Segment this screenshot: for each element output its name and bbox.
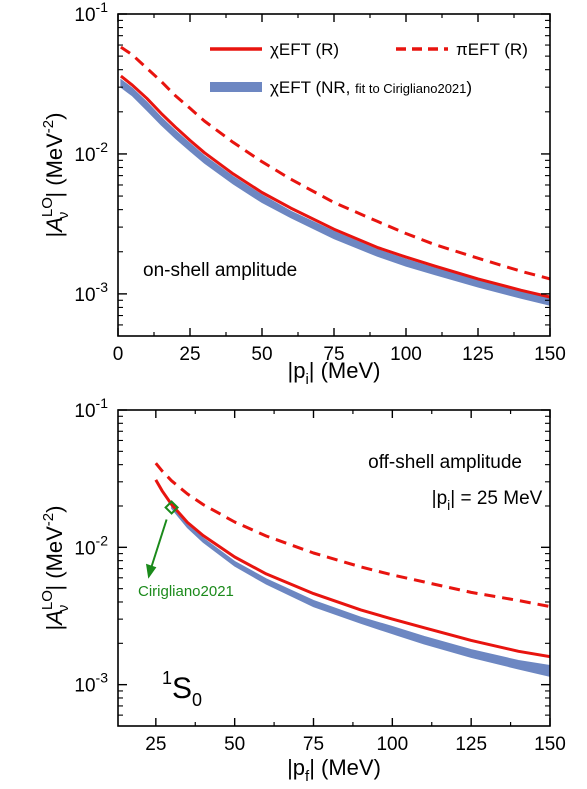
x-tick-label: 0 — [113, 344, 124, 365]
off-shell-ticks: 25 50 75 100 125 150 10-3 10-2 10-1 — [74, 395, 565, 755]
legend: χEFT (R) πEFT (R) χEFT (NR, fit to Cirig… — [210, 40, 528, 97]
svg-text:|pi| (MeV): |pi| (MeV) — [287, 358, 380, 388]
wave-label-1s0: 1S0 — [162, 668, 202, 710]
off-shell-plot-area — [154, 462, 550, 677]
legend-nr-band-swatch — [210, 82, 262, 92]
series-chi-r-line — [154, 479, 550, 659]
off-shell-condition: |pi| = 25 MeV — [432, 488, 543, 513]
series-pi-r-line — [154, 462, 550, 609]
legend-nr-label: χEFT (NR, fit to Cirigliano2021) — [270, 78, 472, 97]
x-tick-label: 150 — [534, 734, 566, 755]
series-nr-band — [171, 503, 550, 677]
legend-pi-r-label: πEFT (R) — [456, 40, 528, 59]
on-shell-annotation: on-shell amplitude — [143, 260, 297, 281]
legend-nr-small: fit to Cirigliano2021 — [355, 81, 466, 96]
y-tick-label: 10-3 — [74, 279, 108, 306]
cirigliano2021-arrow-head — [145, 563, 157, 579]
x-tick-label: 125 — [462, 344, 494, 365]
x-tick-label: 150 — [534, 344, 566, 365]
off-shell-annotation: off-shell amplitude — [368, 452, 522, 473]
x-tick-label: 75 — [303, 734, 324, 755]
svg-text:1S0: 1S0 — [162, 668, 202, 710]
off-shell-x-axis-title: |pf| (MeV) — [287, 755, 381, 785]
y-tick-label: 10-2 — [74, 532, 108, 559]
cirigliano2021-marker — [145, 500, 180, 579]
y-tick-label: 10-3 — [74, 670, 108, 697]
x-tick-label: 50 — [224, 734, 245, 755]
y-tick-label: 10-1 — [74, 395, 108, 422]
off-shell-frame — [117, 409, 551, 727]
svg-text:|pi| = 25 MeV: |pi| = 25 MeV — [432, 488, 543, 513]
off-shell-y-axis-title: |ALOν| (MeV-2) — [39, 506, 72, 631]
svg-text:|ALOν| (MeV-2): |ALOν| (MeV-2) — [39, 506, 72, 631]
cirigliano2021-diamond — [164, 500, 180, 515]
on-shell-plot-area — [119, 45, 550, 306]
cirigliano2021-arrow-shaft — [149, 519, 168, 570]
series-chi-r-line — [119, 74, 550, 299]
legend-nr-close: ) — [466, 78, 472, 97]
off-shell-panel: 25 50 75 100 125 150 10-3 10-2 10-1 off-shell am… — [39, 395, 566, 785]
on-shell-ticks: 0 25 50 75 100 125 150 10-3 10-2 10-1 — [74, 0, 565, 365]
on-shell-panel: 0 25 50 75 100 125 150 10-3 10-2 10-1 χEFT (R) πE… — [39, 0, 566, 388]
y-tick-label: 10-2 — [74, 139, 108, 166]
series-pi-r-line — [120, 45, 550, 281]
y-tick-label: 10-1 — [74, 0, 108, 26]
svg-text:|pf| (MeV): |pf| (MeV) — [287, 755, 381, 785]
x-tick-label: 50 — [251, 344, 272, 365]
on-shell-x-axis-title: |pi| (MeV) — [287, 358, 380, 388]
x-tick-label: 100 — [390, 344, 422, 365]
x-tick-label: 75 — [323, 344, 344, 365]
x-tick-label: 125 — [455, 734, 487, 755]
cirigliano2021-label: Cirigliano2021 — [138, 583, 234, 600]
legend-nr-main: χEFT (NR, — [270, 78, 355, 97]
on-shell-y-axis-title: |ALOν| (MeV-2) — [39, 113, 72, 238]
svg-text:|ALOν| (MeV-2): |ALOν| (MeV-2) — [39, 113, 72, 238]
x-tick-label: 25 — [145, 734, 166, 755]
series-nr-band — [120, 78, 550, 306]
x-tick-label: 25 — [179, 344, 200, 365]
x-tick-label: 100 — [376, 734, 408, 755]
legend-chi-r-label: χEFT (R) — [270, 40, 339, 59]
